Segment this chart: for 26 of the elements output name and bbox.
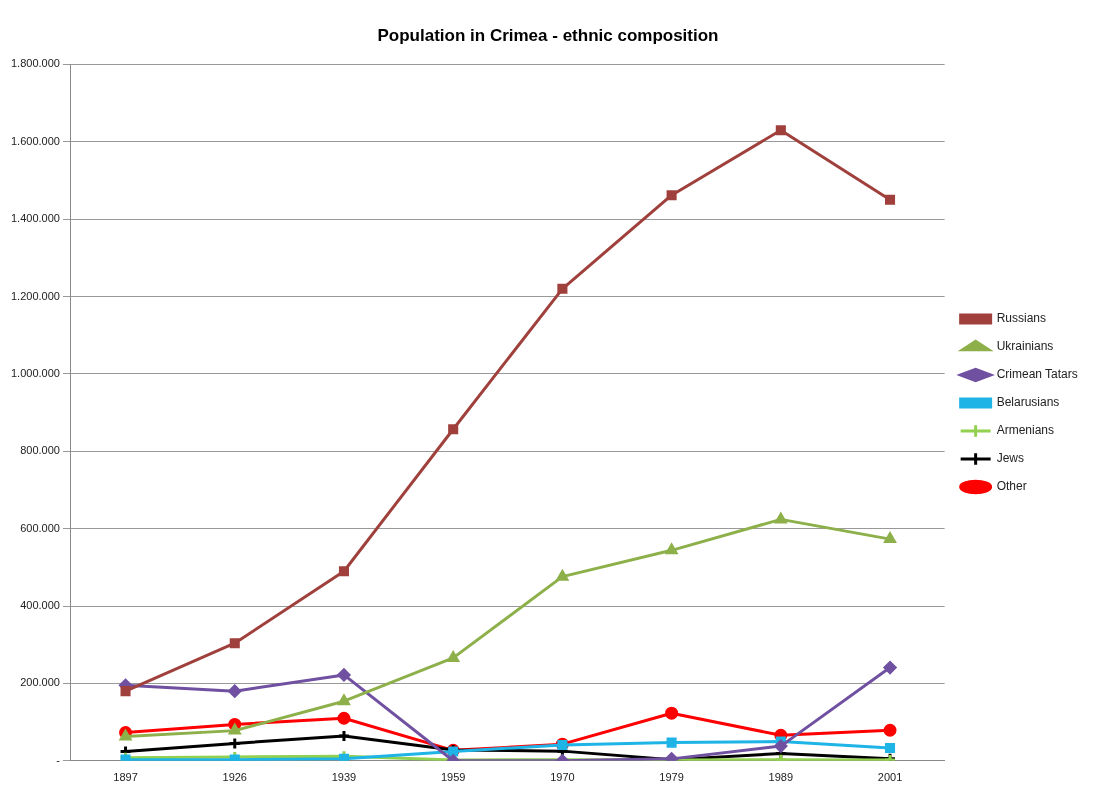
legend-label: Ukrainians (996, 339, 1054, 354)
legend-label: Other (996, 479, 1027, 494)
legend-label: Armenians (996, 423, 1054, 438)
y-tick-label: 200.000 (20, 676, 60, 689)
x-tick-label: 2001 (877, 771, 903, 784)
y-tick-label: 1.600.000 (11, 134, 60, 147)
legend-label: Belarusians (996, 395, 1060, 410)
y-tick-label: 400.000 (20, 599, 60, 612)
y-tick-label: 1.200.000 (11, 289, 60, 302)
y-tick-label: 600.000 (20, 521, 60, 534)
legend-label: Jews (996, 451, 1024, 466)
x-tick-label: 1959 (440, 771, 466, 784)
x-tick-label: 1970 (550, 771, 575, 784)
y-tick-label: 1.800.000 (11, 57, 60, 70)
y-tick-label: 1.000.000 (11, 366, 60, 379)
x-tick-label: 1989 (768, 771, 794, 784)
y-tick-label: 800.000 (20, 444, 60, 457)
x-tick-label: 1926 (222, 771, 247, 784)
legend-label: Crimean Tatars (996, 367, 1078, 382)
x-tick-label: 1897 (113, 771, 138, 784)
y-tick-label: - (56, 753, 61, 766)
legend-label: Russians (996, 311, 1046, 326)
x-tick-label: 1939 (331, 771, 357, 784)
y-tick-label: 1.400.000 (11, 212, 60, 225)
x-tick-label: 1979 (659, 771, 684, 784)
chart-title: Population in Crimea - ethnic composition (377, 25, 719, 45)
